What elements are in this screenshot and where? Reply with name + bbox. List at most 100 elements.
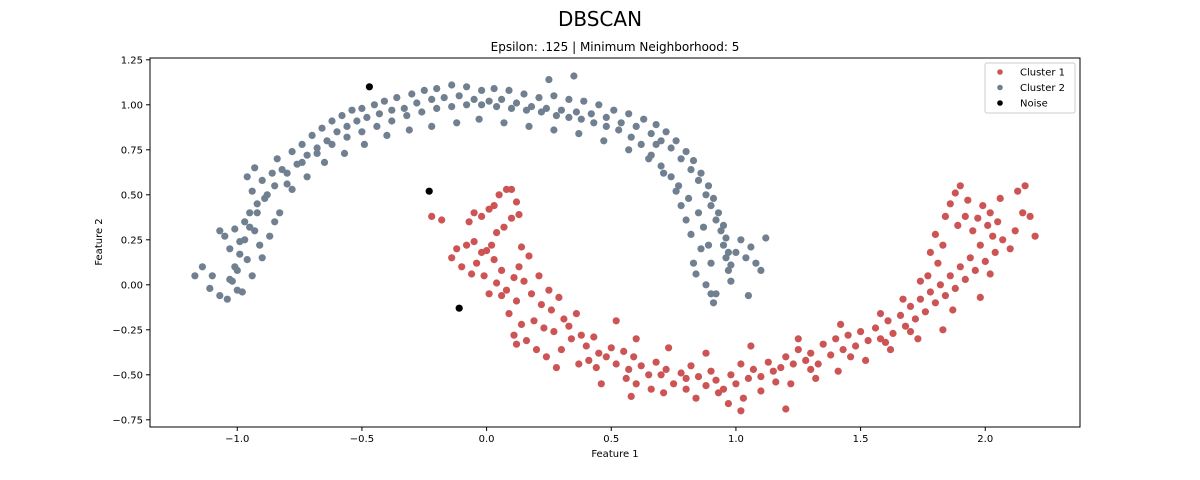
cluster-2-point bbox=[288, 185, 296, 193]
cluster-1-point bbox=[871, 324, 880, 332]
cluster-2-point bbox=[191, 272, 199, 280]
cluster-2-point bbox=[418, 108, 426, 116]
cluster-2-point bbox=[373, 122, 381, 130]
cluster-1-point bbox=[465, 218, 473, 226]
cluster-1-point bbox=[814, 360, 822, 368]
cluster-1-point bbox=[677, 369, 685, 377]
cluster-2-point bbox=[527, 103, 536, 111]
cluster-1-point bbox=[595, 349, 603, 357]
cluster-1-point bbox=[924, 272, 932, 280]
cluster-1-point bbox=[522, 337, 531, 345]
x-tick-label: 2.0 bbox=[977, 434, 993, 445]
cluster-1-point bbox=[517, 243, 526, 251]
cluster-2-point bbox=[702, 281, 710, 289]
cluster-1-point bbox=[876, 310, 885, 318]
cluster-1-point bbox=[837, 320, 845, 328]
cluster-1-point bbox=[834, 367, 842, 375]
cluster-2-point bbox=[712, 216, 720, 224]
cluster-2-point bbox=[243, 173, 251, 181]
cluster-1-point bbox=[517, 320, 526, 328]
cluster-2-point bbox=[375, 110, 383, 118]
cluster-1-point bbox=[876, 335, 885, 343]
cluster-1-point bbox=[889, 329, 897, 337]
cluster-2-point bbox=[709, 299, 718, 307]
y-axis: −0.75 −0.50 −0.25 0.00 0.25 0.50 0.75 1.00 1.25 bbox=[112, 55, 150, 426]
cluster-1-point bbox=[946, 272, 954, 280]
cluster-1-point bbox=[931, 299, 940, 307]
cluster-2-point bbox=[682, 216, 690, 224]
cluster-1-point bbox=[438, 216, 446, 224]
cluster-1-point bbox=[884, 317, 892, 325]
cluster-1-point bbox=[625, 365, 633, 373]
cluster-2-point bbox=[709, 194, 718, 202]
legend-label-noise: Noise bbox=[1020, 99, 1048, 110]
cluster-2-point bbox=[440, 94, 448, 102]
cluster-2-point bbox=[258, 254, 266, 262]
cluster-2-point bbox=[677, 155, 685, 163]
cluster-1-point bbox=[1031, 232, 1039, 240]
cluster-2-point bbox=[610, 106, 618, 114]
cluster-2-point bbox=[685, 194, 693, 202]
cluster-1-point bbox=[969, 227, 977, 235]
cluster-1-point bbox=[597, 380, 605, 388]
cluster-1-point bbox=[899, 295, 907, 303]
cluster-2-point bbox=[505, 86, 513, 94]
cluster-1-point bbox=[512, 198, 521, 206]
cluster-2-point bbox=[522, 106, 531, 114]
cluster-2-point bbox=[380, 97, 388, 105]
cluster-1-point bbox=[612, 360, 620, 368]
cluster-2-point bbox=[657, 137, 665, 145]
cluster-2-point bbox=[475, 115, 483, 123]
cluster-2-point bbox=[647, 130, 655, 138]
cluster-1-point bbox=[505, 310, 513, 318]
cluster-2-point bbox=[682, 148, 690, 156]
cluster-2-point bbox=[702, 191, 710, 199]
cluster-1-point bbox=[1014, 187, 1022, 195]
cluster-1-point bbox=[627, 392, 635, 400]
x-tick-label: 1.5 bbox=[853, 434, 869, 445]
cluster-2-point bbox=[283, 180, 291, 188]
cluster-2-point bbox=[428, 95, 436, 103]
cluster-1-point bbox=[1019, 209, 1027, 217]
y-tick-label: −0.25 bbox=[112, 325, 143, 336]
cluster-2-point bbox=[662, 128, 670, 136]
cluster-1-point bbox=[881, 338, 890, 346]
cluster-2-point bbox=[640, 115, 648, 123]
cluster-1-point bbox=[864, 337, 872, 345]
cluster-2-point bbox=[453, 119, 461, 127]
cluster-2-point bbox=[303, 151, 311, 159]
cluster-1-point bbox=[984, 221, 992, 229]
cluster-2-point bbox=[276, 209, 284, 217]
cluster-2-point bbox=[557, 106, 566, 114]
legend-marker-cluster-2 bbox=[997, 84, 1003, 91]
x-tick-label: 1.0 bbox=[728, 434, 744, 445]
cluster-2-point bbox=[278, 166, 286, 174]
cluster-2-point bbox=[318, 124, 326, 132]
cluster-1-point bbox=[737, 360, 745, 368]
cluster-2-point bbox=[520, 90, 528, 98]
cluster-1-point bbox=[557, 346, 566, 354]
cluster-2-point bbox=[525, 122, 533, 130]
cluster-1-point bbox=[916, 295, 925, 303]
cluster-1-point bbox=[911, 315, 920, 323]
cluster-1-point bbox=[637, 362, 645, 370]
cluster-1-point bbox=[632, 335, 640, 343]
cluster-1-point bbox=[480, 272, 488, 280]
cluster-2-point bbox=[493, 103, 501, 111]
cluster-1-point bbox=[493, 229, 501, 237]
cluster-1-point bbox=[764, 358, 772, 366]
cluster-2-point bbox=[328, 140, 336, 148]
cluster-2-point bbox=[246, 209, 254, 217]
cluster-2-point bbox=[478, 101, 486, 109]
cluster-2-point bbox=[717, 227, 725, 235]
cluster-2-point bbox=[689, 259, 698, 267]
cluster-2-point bbox=[266, 232, 274, 240]
cluster-1-point bbox=[757, 373, 765, 381]
y-axis-label: Feature 2 bbox=[94, 218, 105, 265]
cluster-1-point bbox=[714, 389, 723, 397]
cluster-1-point bbox=[794, 335, 802, 343]
cluster-1-point bbox=[777, 364, 785, 372]
cluster-2-point bbox=[348, 106, 356, 114]
cluster-2-point bbox=[724, 266, 733, 274]
